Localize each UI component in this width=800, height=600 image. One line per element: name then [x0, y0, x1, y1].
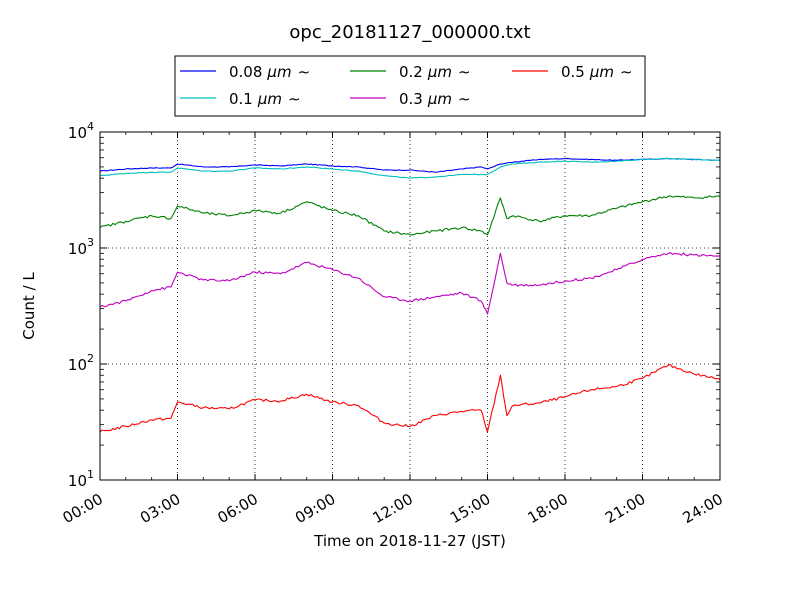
y-tick-base: 10: [68, 472, 87, 490]
legend-label: 0.3 μm ∼: [399, 90, 471, 108]
y-tick-exponent: 3: [87, 236, 94, 249]
y-tick-exponent: 1: [87, 468, 94, 481]
legend-entry: 0.3 μm ∼: [350, 90, 471, 108]
series-line-0-2: [99, 195, 721, 236]
legend: 0.08 μm ∼0.1 μm ∼0.2 μm ∼0.3 μm ∼0.5 μm ∼: [174, 55, 646, 117]
y-tick-label: 103: [68, 236, 94, 258]
chart-title: opc_20181127_000000.txt: [289, 22, 530, 43]
legend-unit: μm: [427, 90, 452, 108]
series-line-0-08: [99, 157, 721, 173]
legend-tilde: ∼: [288, 90, 301, 108]
legend-tilde: ∼: [458, 90, 471, 108]
legend-entry: 0.1 μm ∼: [180, 90, 301, 108]
legend-unit: μm: [427, 63, 452, 81]
legend-tilde: ∼: [620, 63, 633, 81]
y-tick-exponent: 2: [87, 352, 94, 365]
series-lines: [99, 157, 721, 433]
legend-size: 0.5: [561, 63, 585, 81]
y-tick-base: 10: [68, 356, 87, 374]
legend-label: 0.08 μm ∼: [229, 63, 310, 81]
plot-area: [99, 131, 721, 481]
y-axis-label: Count / L: [20, 272, 38, 340]
y-tick-base: 10: [68, 124, 87, 142]
series-line-0-5: [99, 363, 721, 433]
y-tick-label: 101: [68, 468, 94, 490]
legend-unit: μm: [266, 63, 291, 81]
y-tick-label: 104: [68, 120, 94, 142]
series-line-0-1: [99, 157, 721, 179]
legend-frame: [174, 55, 646, 117]
legend-size: 0.3: [399, 90, 423, 108]
legend-size: 0.08: [229, 63, 262, 81]
legend-entry: 0.5 μm ∼: [512, 63, 633, 81]
plot-frame: [99, 131, 721, 481]
legend-label: 0.2 μm ∼: [399, 63, 471, 81]
x-axis-label: Time on 2018-11-27 (JST): [313, 532, 506, 550]
y-tick-exponent: 4: [87, 120, 94, 133]
legend-entry: 0.08 μm ∼: [180, 63, 310, 81]
y-tick-label: 102: [68, 352, 94, 374]
series-line-0-3: [99, 252, 721, 315]
legend-size: 0.1: [229, 90, 253, 108]
legend-unit: μm: [589, 63, 614, 81]
legend-size: 0.2: [399, 63, 423, 81]
y-tick-base: 10: [68, 240, 87, 258]
legend-label: 0.1 μm ∼: [229, 90, 301, 108]
legend-entry: 0.2 μm ∼: [350, 63, 471, 81]
legend-tilde: ∼: [298, 63, 311, 81]
legend-unit: μm: [257, 90, 282, 108]
legend-tilde: ∼: [458, 63, 471, 81]
legend-label: 0.5 μm ∼: [561, 63, 633, 81]
